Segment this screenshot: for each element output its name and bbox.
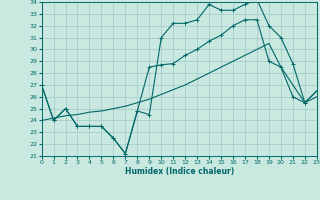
X-axis label: Humidex (Indice chaleur): Humidex (Indice chaleur) [124, 167, 234, 176]
